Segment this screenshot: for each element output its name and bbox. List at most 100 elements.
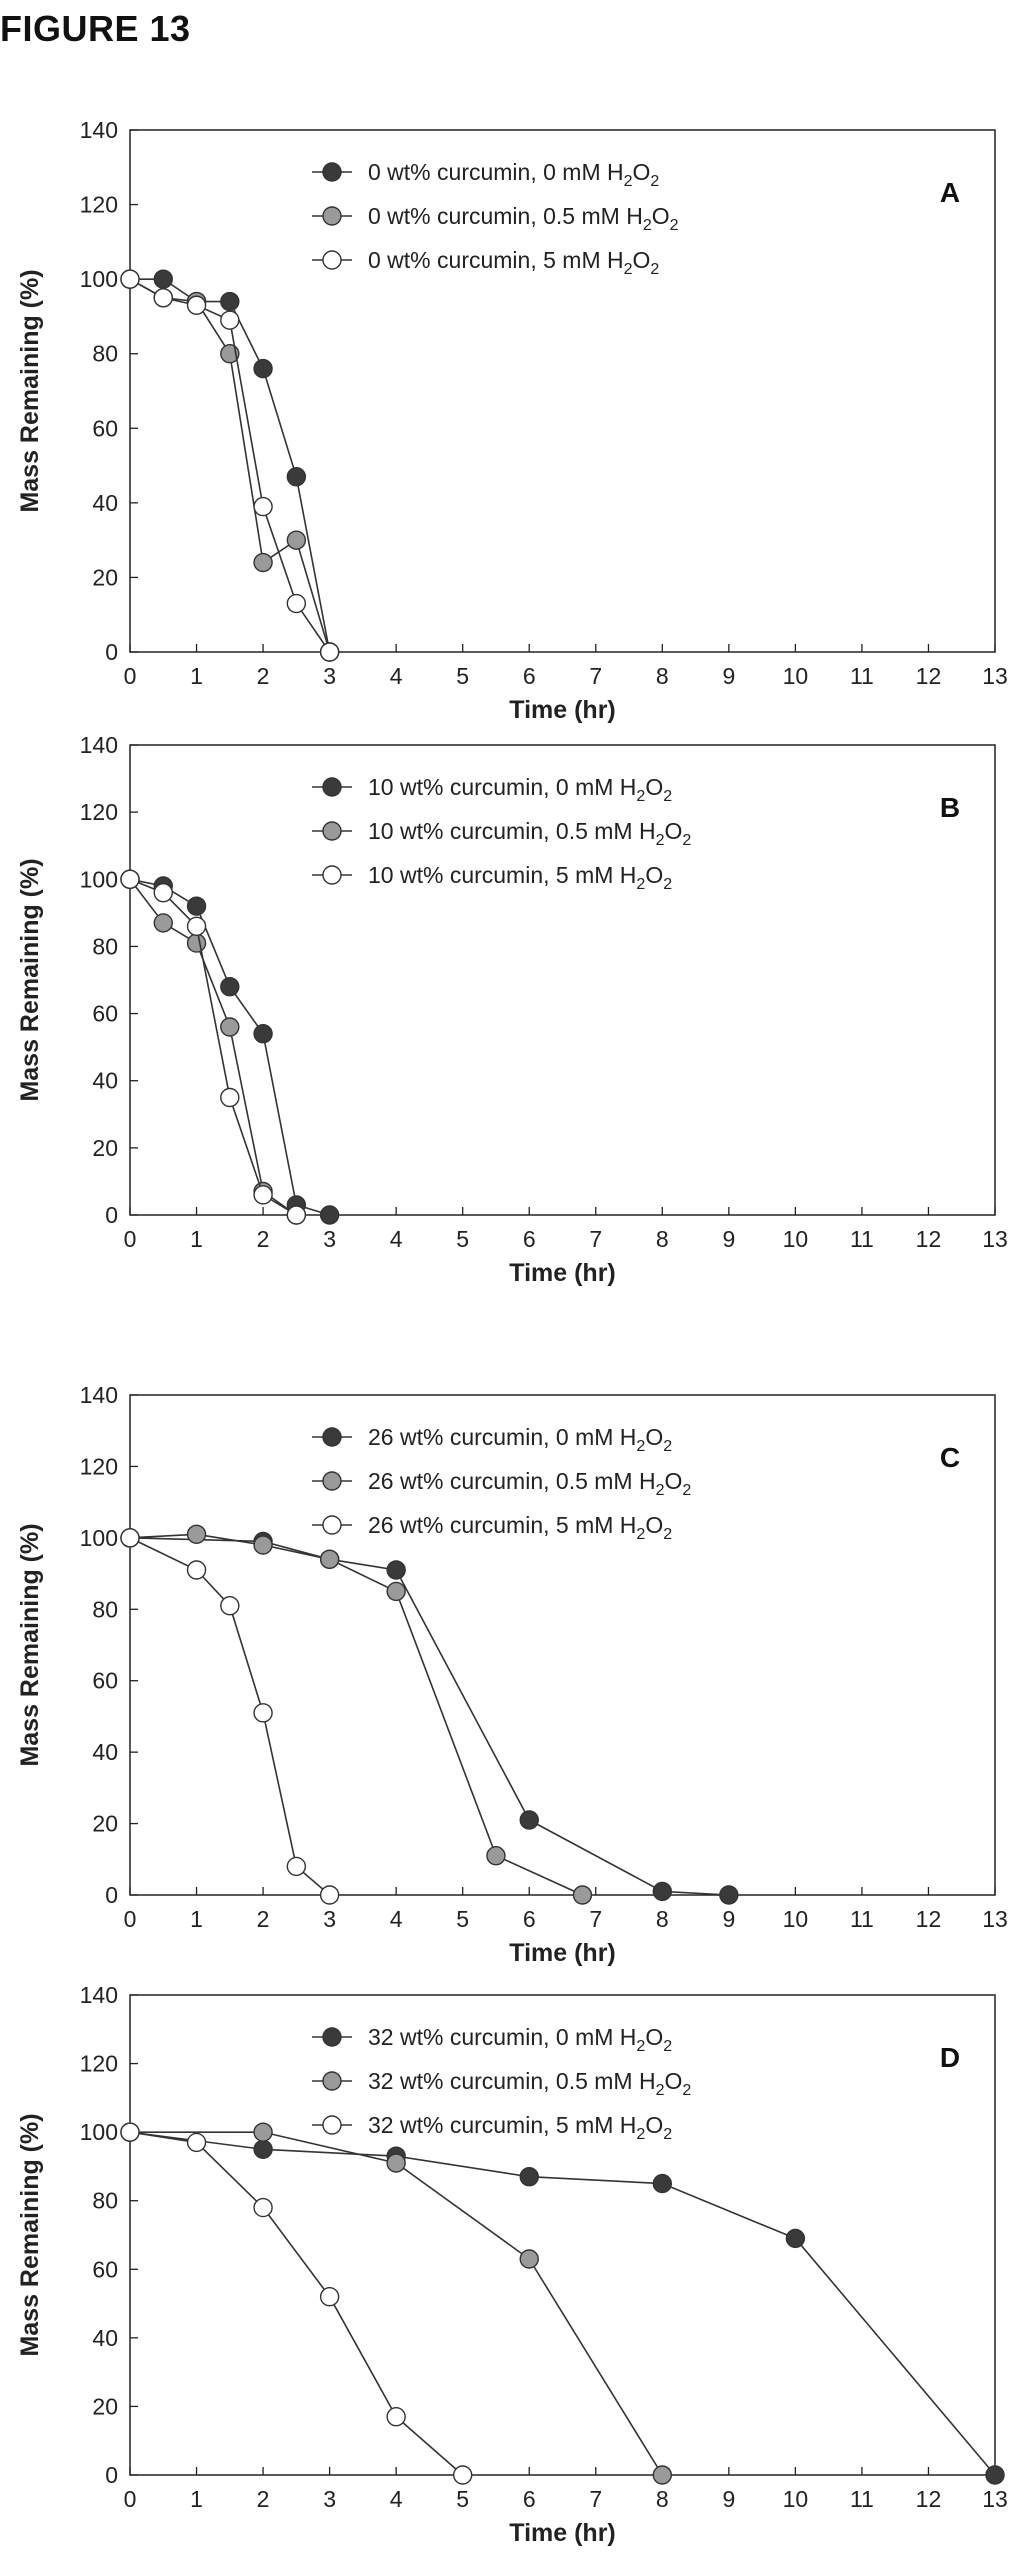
data-point — [719, 1885, 739, 1905]
legend-marker — [322, 2027, 342, 2047]
legend-marker — [322, 777, 342, 797]
y-tick-label: 40 — [92, 1739, 118, 1765]
data-point — [286, 467, 307, 487]
x-tick-label: 9 — [722, 1906, 735, 1932]
series-3 — [120, 269, 340, 662]
legend-label: 10 wt% curcumin, 0.5 mM H2O2 — [368, 818, 691, 849]
legend-label: 10 wt% curcumin, 0 mM H2O2 — [368, 774, 672, 805]
y-axis-label: Mass Remaining (%) — [16, 269, 44, 512]
data-point — [386, 2407, 406, 2427]
x-axis-label: Time (hr) — [509, 1939, 616, 1967]
data-point — [153, 269, 173, 289]
x-tick-label: 2 — [257, 2486, 270, 2512]
legend-label: 26 wt% curcumin, 0 mM H2O2 — [368, 1424, 672, 1455]
y-tick-label: 140 — [80, 1382, 118, 1408]
y-tick-label: 80 — [92, 1596, 118, 1622]
y-tick-label: 120 — [80, 799, 118, 825]
x-tick-label: 1 — [190, 1906, 203, 1932]
legend-marker — [322, 250, 342, 270]
x-tick-label: 11 — [850, 1226, 874, 1252]
data-point — [519, 2249, 539, 2269]
y-tick-label: 100 — [80, 266, 118, 292]
y-tick-label: 20 — [92, 2393, 118, 2419]
series-line — [129, 1537, 729, 1896]
data-point — [220, 1087, 240, 1108]
panel-label: A — [940, 177, 960, 208]
x-tick-label: 9 — [722, 663, 735, 689]
y-tick-label: 20 — [92, 1135, 118, 1161]
x-tick-label: 0 — [124, 663, 137, 689]
x-tick-label: 4 — [390, 1226, 403, 1252]
y-tick-label: 120 — [80, 2051, 118, 2077]
data-point — [120, 869, 140, 889]
data-point — [153, 913, 173, 933]
x-tick-label: 6 — [523, 2486, 536, 2512]
series-3 — [120, 1528, 340, 1905]
data-point — [286, 1856, 307, 1877]
x-tick-label: 13 — [982, 1906, 1008, 1932]
x-tick-label: 13 — [982, 2486, 1008, 2512]
legend-marker — [322, 1515, 342, 1535]
x-axis-label: Time (hr) — [509, 2519, 616, 2547]
data-point — [253, 2197, 273, 2218]
data-point — [253, 358, 273, 379]
data-point — [186, 295, 207, 315]
x-tick-label: 7 — [589, 1226, 602, 1252]
x-tick-label: 10 — [783, 1226, 809, 1252]
series-line — [129, 1537, 331, 1896]
data-point — [253, 1703, 273, 1723]
x-tick-label: 5 — [456, 2486, 469, 2512]
data-point — [186, 1524, 207, 1544]
x-axis-label: Time (hr) — [509, 696, 616, 724]
plot-frame — [129, 744, 996, 1216]
data-point — [319, 1549, 340, 1569]
legend-label: 32 wt% curcumin, 0.5 mM H2O2 — [368, 2068, 691, 2099]
data-point — [253, 552, 273, 573]
data-point — [486, 1846, 506, 1866]
x-tick-label: 0 — [124, 1226, 137, 1252]
data-point — [186, 933, 207, 953]
data-point — [519, 1810, 539, 1830]
data-point — [386, 1560, 406, 1580]
data-point — [519, 2167, 539, 2187]
x-tick-label: 9 — [722, 2486, 735, 2512]
data-point — [253, 1185, 273, 1205]
x-tick-label: 2 — [257, 1906, 270, 1932]
x-tick-label: 3 — [323, 1226, 336, 1252]
series-3 — [120, 2122, 473, 2485]
x-tick-label: 7 — [589, 1906, 602, 1932]
y-tick-label: 140 — [80, 117, 118, 143]
y-tick-label: 20 — [92, 564, 118, 590]
data-point — [452, 2465, 473, 2485]
y-tick-label: 80 — [92, 933, 118, 959]
y-tick-label: 60 — [92, 1001, 118, 1027]
series-2 — [120, 1524, 593, 1905]
y-tick-label: 100 — [80, 1525, 118, 1551]
data-point — [186, 896, 207, 916]
x-tick-label: 4 — [390, 1906, 403, 1932]
x-tick-label: 11 — [850, 1906, 874, 1932]
y-axis-label: Mass Remaining (%) — [16, 2113, 44, 2356]
legend-marker — [322, 821, 342, 841]
series-1 — [120, 1528, 739, 1905]
y-axis-label: Mass Remaining (%) — [16, 858, 44, 1101]
x-tick-label: 6 — [523, 1906, 536, 1932]
plot-frame — [129, 1994, 996, 2476]
y-tick-label: 0 — [105, 639, 118, 665]
y-tick-label: 120 — [80, 192, 118, 218]
y-tick-label: 60 — [92, 415, 118, 441]
panel-label: B — [940, 792, 960, 823]
series-line — [129, 878, 297, 1216]
data-point — [319, 1885, 340, 1905]
legend-label: 26 wt% curcumin, 0.5 mM H2O2 — [368, 1468, 691, 1499]
legend-marker — [322, 865, 342, 885]
y-tick-label: 100 — [80, 2119, 118, 2145]
x-tick-label: 12 — [916, 2486, 942, 2512]
x-tick-label: 10 — [783, 1906, 809, 1932]
data-point — [286, 593, 307, 614]
x-tick-label: 6 — [523, 663, 536, 689]
data-point — [120, 1528, 140, 1548]
data-point — [652, 2465, 673, 2485]
